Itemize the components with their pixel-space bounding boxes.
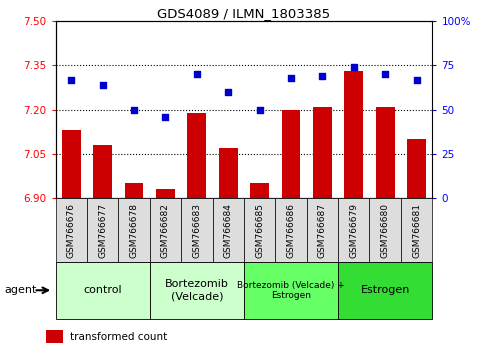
Point [319,73,327,79]
Bar [344,72,363,198]
Bar [244,262,338,319]
Point [224,89,232,95]
Bar [376,107,395,198]
Bar [282,110,300,198]
Text: Bortezomib (Velcade) +
Estrogen: Bortezomib (Velcade) + Estrogen [237,281,345,300]
Point [382,72,389,77]
Point [412,77,420,82]
Text: GSM766683: GSM766683 [192,202,201,258]
Bar [150,198,181,262]
Bar [338,198,369,262]
Text: GSM766687: GSM766687 [318,202,327,258]
Point [161,114,170,120]
Text: transformed count: transformed count [70,332,167,342]
Bar [244,198,275,262]
Text: GSM766684: GSM766684 [224,202,233,258]
Text: GSM766685: GSM766685 [255,202,264,258]
Title: GDS4089 / ILMN_1803385: GDS4089 / ILMN_1803385 [157,7,330,20]
Bar [401,198,432,262]
Bar [62,130,81,198]
Bar [93,145,112,198]
Text: Estrogen: Estrogen [360,285,410,295]
Bar [407,139,426,198]
Bar [150,262,244,319]
Bar [87,198,118,262]
Bar [46,330,63,343]
Bar [219,148,238,198]
Bar [338,262,432,319]
Bar [125,183,143,198]
Bar [181,198,213,262]
Text: GSM766682: GSM766682 [161,202,170,258]
Text: GSM766676: GSM766676 [67,202,76,258]
Bar [307,198,338,262]
Bar [213,198,244,262]
Text: agent: agent [5,285,37,295]
Point [256,107,264,113]
Bar [156,189,175,198]
Text: control: control [84,285,122,295]
Bar [275,198,307,262]
Bar [250,183,269,198]
Text: GSM766679: GSM766679 [349,202,358,258]
Bar [187,113,206,198]
Text: GSM766681: GSM766681 [412,202,421,258]
Text: Bortezomib
(Velcade): Bortezomib (Velcade) [165,279,229,301]
Text: GSM766680: GSM766680 [381,202,390,258]
Point [350,64,357,70]
Point [68,77,75,82]
Bar [313,107,332,198]
Bar [118,198,150,262]
Point [130,107,138,113]
Text: GSM766677: GSM766677 [98,202,107,258]
Bar [369,198,401,262]
Point [193,72,201,77]
Bar [56,262,150,319]
Point [287,75,295,81]
Point [99,82,107,88]
Text: GSM766678: GSM766678 [129,202,139,258]
Text: GSM766686: GSM766686 [286,202,296,258]
Bar [56,198,87,262]
